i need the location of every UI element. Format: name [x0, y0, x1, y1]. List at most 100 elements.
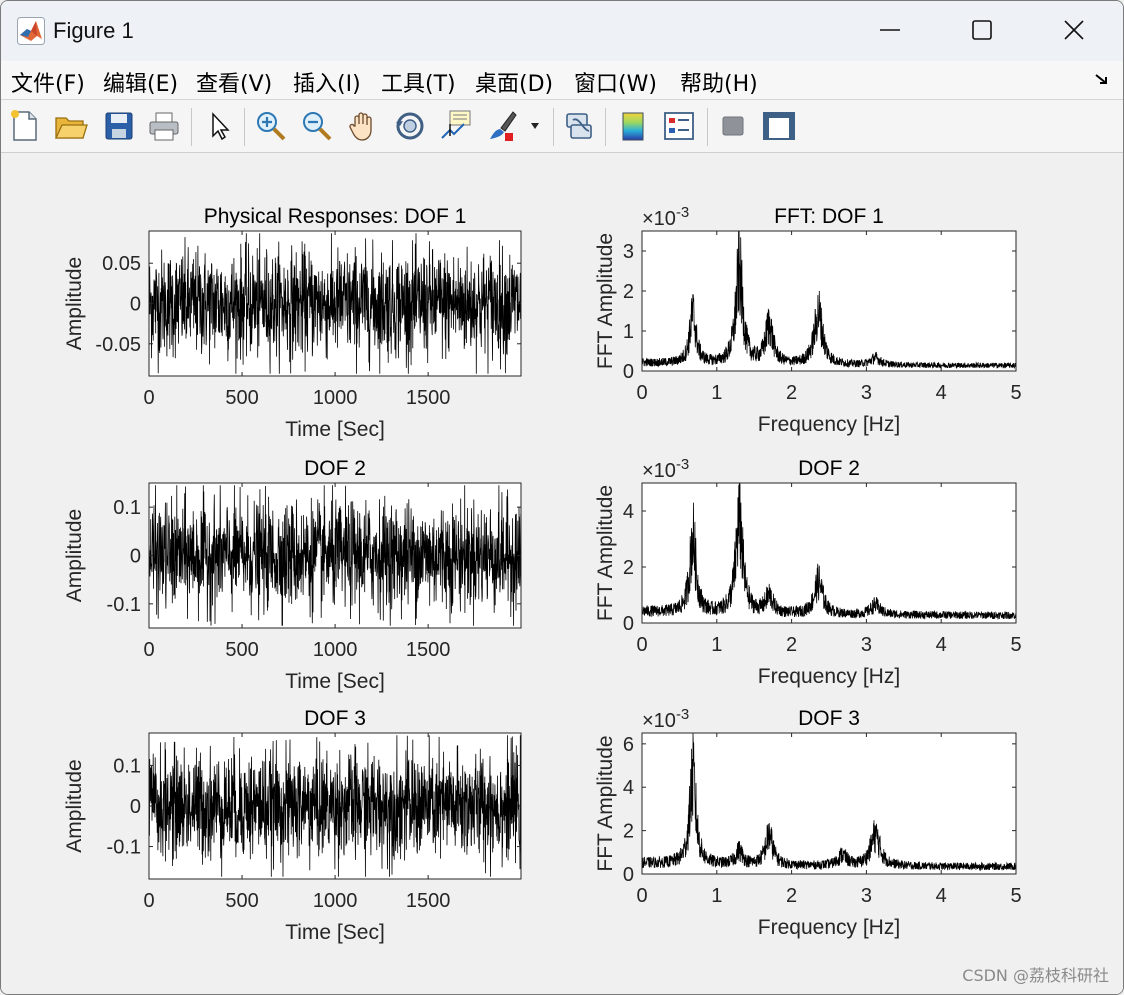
chart-axes-6: 0 1 2 3 4 5 0 2 4 6 ×10-3 DOF 3 Frequency [Hz] FFT Am… [594, 706, 1022, 939]
zoom-in-button[interactable] [253, 108, 289, 144]
chart-title: Physical Responses: DOF 1 [204, 205, 467, 228]
minimize-button[interactable] [845, 1, 937, 61]
y-tick-label: 0 [130, 546, 141, 568]
x-tick-label: 500 [225, 387, 258, 409]
dock-arrow-icon[interactable] [1093, 71, 1111, 89]
x-tick-label: 500 [225, 639, 258, 661]
y-exponent-label: ×10-3 [642, 204, 689, 230]
y-tick-label: 0.1 [113, 497, 141, 519]
y-tick-label: 3 [623, 241, 634, 263]
colorbar-button[interactable] [615, 108, 651, 144]
brush-icon [490, 111, 517, 141]
plot-frame [641, 230, 1017, 372]
x-tick-label: 3 [861, 885, 872, 907]
x-axis-label: Frequency [Hz] [758, 665, 900, 688]
zoom-out-button[interactable] [299, 108, 335, 144]
chart-title: DOF 2 [798, 457, 860, 480]
plot-frame [641, 732, 1017, 875]
x-tick-label: 4 [936, 885, 947, 907]
hide-plot-tools-button[interactable] [715, 108, 751, 144]
figure-canvas[interactable]: 0 500 1000 1500 -0.05 0 0.05 Physical Responses… [1, 153, 1123, 994]
maximize-button[interactable] [937, 1, 1029, 61]
y-axis-label: Amplitude [63, 759, 86, 852]
edit-plot-button[interactable] [201, 108, 237, 144]
chart-axes-1: 0 500 1000 1500 -0.05 0 0.05 Physical Responses… [63, 205, 522, 441]
y-tick-label: 0 [623, 361, 634, 383]
close-icon [1064, 20, 1084, 40]
x-tick-label: 5 [1010, 634, 1021, 656]
menu-window[interactable]: 窗口(W) [574, 72, 657, 97]
chart-axes-3: 0 500 1000 1500 -0.1 0 0.1 DOF 2 Time [Sec] Ampli… [63, 457, 522, 693]
menu-help[interactable]: 帮助(H) [680, 72, 758, 97]
title-bar[interactable]: Figure 1 [1, 1, 1123, 61]
y-tick-label: 2 [623, 821, 634, 843]
zoom-in-icon [257, 112, 286, 141]
x-axis-label: Frequency [Hz] [758, 413, 900, 436]
chart-axes-2: 0 1 2 3 4 5 0 1 2 3 ×10-3 FFT: DOF 1 Frequency [Hz] F… [594, 204, 1022, 436]
y-axis-label: Amplitude [63, 257, 86, 350]
menu-desktop[interactable]: 桌面(D) [475, 72, 554, 97]
x-tick-label: 1500 [406, 387, 451, 409]
legend-button[interactable] [661, 108, 697, 144]
open-icon [54, 117, 88, 139]
brush-dropdown[interactable] [525, 108, 545, 144]
colorbar-icon [622, 112, 644, 141]
x-tick-label: 4 [936, 634, 947, 656]
x-tick-label: 1000 [313, 890, 358, 912]
y-tick-label: -0.1 [107, 837, 141, 859]
toolbar-separator [605, 108, 606, 146]
toolbar-separator [244, 108, 245, 146]
zoom-out-icon [303, 112, 332, 141]
brush-button[interactable] [485, 108, 521, 144]
rotate-3d-icon [396, 112, 424, 140]
menu-file[interactable]: 文件(F) [11, 72, 85, 97]
data-line [641, 482, 1017, 621]
print-button[interactable] [146, 108, 182, 144]
x-tick-label: 4 [936, 382, 947, 404]
y-tick-label: 2 [623, 281, 634, 303]
menu-edit[interactable]: 编辑(E) [103, 72, 179, 97]
x-tick-label: 1 [711, 634, 722, 656]
save-button[interactable] [101, 108, 137, 144]
x-tick-label: 1 [711, 885, 722, 907]
x-tick-label: 1500 [406, 639, 451, 661]
y-axis-label: Amplitude [63, 509, 86, 602]
print-icon [149, 112, 179, 141]
y-tick-label: 4 [623, 777, 634, 799]
data-line [148, 485, 522, 626]
rotate-3d-button[interactable] [392, 108, 428, 144]
y-tick-label: 0 [130, 294, 141, 316]
new-figure-button[interactable] [7, 108, 43, 144]
close-button[interactable] [1029, 1, 1121, 61]
x-tick-label: 3 [861, 382, 872, 404]
data-line [641, 230, 1017, 370]
menu-tools[interactable]: 工具(T) [381, 72, 456, 97]
show-plot-tools-button[interactable] [761, 108, 797, 144]
x-tick-label: 3 [861, 634, 872, 656]
menu-view[interactable]: 查看(V) [196, 72, 273, 97]
y-tick-label: -0.1 [107, 594, 141, 616]
open-button[interactable] [53, 108, 89, 144]
data-line [641, 732, 1017, 872]
maximize-icon [972, 20, 992, 40]
y-tick-label: 0 [623, 864, 634, 886]
window-title: Figure 1 [53, 18, 134, 43]
x-tick-label: 5 [1010, 382, 1021, 404]
plot-background [642, 483, 1016, 623]
link-plot-button[interactable] [561, 108, 597, 144]
y-axis-label: FFT Amplitude [594, 233, 617, 369]
data-line [148, 233, 522, 374]
pan-button[interactable] [346, 108, 382, 144]
menu-insert[interactable]: 插入(I) [293, 72, 361, 97]
y-tick-label: 6 [623, 734, 634, 756]
legend-icon [664, 112, 694, 140]
y-exponent-label: ×10-3 [642, 706, 689, 732]
y-tick-label: 1 [623, 321, 634, 343]
menu-bar: 文件(F) 编辑(E) 查看(V) 插入(I) 工具(T) 桌面(D) 窗口(W… [1, 61, 1123, 100]
data-cursor-button[interactable] [438, 108, 474, 144]
data-cursor-icon [441, 110, 471, 139]
pointer-icon [212, 112, 230, 141]
x-tick-label: 0 [143, 639, 154, 661]
matlab-logo-icon [17, 17, 45, 45]
y-tick-label: 0 [623, 613, 634, 635]
